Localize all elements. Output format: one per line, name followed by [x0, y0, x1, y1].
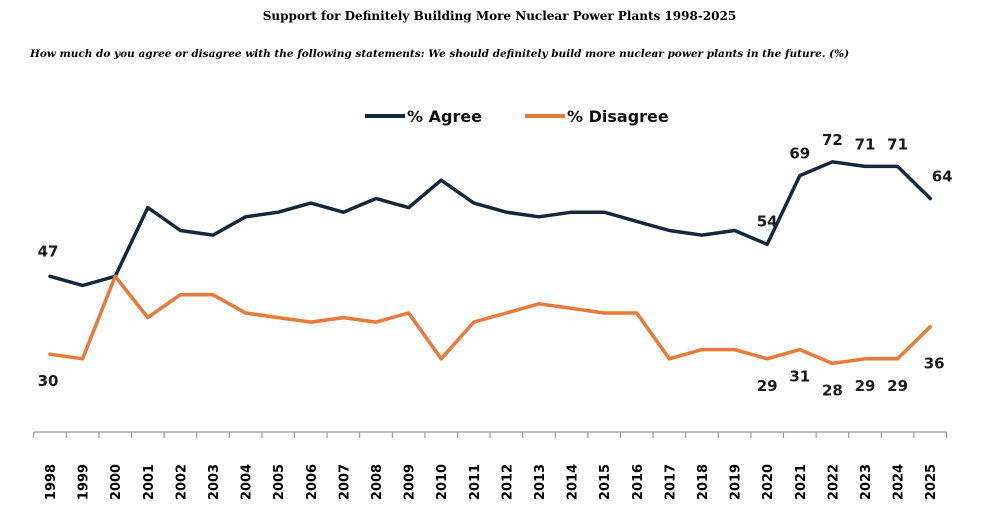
x-tick-label-2012: 2012 [500, 464, 515, 500]
x-tick-label-2018: 2018 [696, 464, 711, 500]
x-tick-label-2013: 2013 [533, 464, 548, 500]
x-tick-label-2020: 2020 [761, 464, 776, 500]
x-tick-label-2004: 2004 [240, 464, 255, 500]
label-disagree-1998: 30 [38, 372, 59, 390]
series-lines [48, 160, 932, 366]
legend-label-1: % Disagree [567, 107, 669, 126]
series-line-0 [48, 160, 932, 288]
x-tick-label-2025: 2025 [924, 464, 939, 500]
x-tick-label-1999: 1999 [77, 464, 92, 500]
x-tick-label-2022: 2022 [826, 464, 841, 500]
x-tick-label-2014: 2014 [566, 464, 581, 500]
series-line-1 [48, 274, 932, 366]
x-tick-label-2001: 2001 [142, 464, 157, 500]
label-disagree-2020: 29 [757, 377, 778, 395]
label-disagree-2023: 29 [855, 377, 876, 395]
x-tick-label-2017: 2017 [663, 464, 678, 500]
x-tick-label-2011: 2011 [468, 464, 483, 500]
x-tick-label-2002: 2002 [174, 464, 189, 500]
label-agree-2024: 71 [887, 135, 908, 153]
x-tick-label-2008: 2008 [370, 464, 385, 500]
label-disagree-2024: 29 [887, 377, 908, 395]
legend-label-0: % Agree [407, 107, 482, 126]
label-agree-2025: 64 [932, 167, 953, 185]
chart-subtitle: How much do you agree or disagree with t… [30, 48, 850, 60]
chart-title: Support for Definitely Building More Nuc… [262, 9, 737, 23]
label-agree-2022: 72 [822, 131, 843, 149]
label-agree-2020: 54 [757, 212, 778, 230]
x-axis: 1998 1999 2000 2001 2002 2003 2004 2005 2006 2007… [33, 431, 948, 500]
x-tick-label-1998: 1998 [44, 464, 59, 500]
label-agree-1998: 47 [38, 242, 59, 260]
x-tick-label-2010: 2010 [435, 464, 450, 500]
data-labels: 47 54 69 72 71 71 64 30 29 31 28 29 29 36 [38, 131, 953, 400]
x-tick-label-2021: 2021 [794, 464, 809, 500]
x-tick-label-2015: 2015 [598, 464, 613, 500]
label-agree-2023: 71 [855, 135, 876, 153]
legend: % Agree % Disagree [365, 107, 669, 126]
label-disagree-2022: 28 [822, 381, 843, 399]
x-tick-label-2006: 2006 [305, 464, 320, 500]
x-tick-label-2000: 2000 [109, 464, 124, 500]
x-tick-label-2023: 2023 [859, 464, 874, 500]
x-tick-label-2019: 2019 [729, 464, 744, 500]
x-tick-label-2009: 2009 [403, 464, 418, 500]
x-tick-label-2007: 2007 [337, 464, 352, 500]
x-tick-label-2005: 2005 [272, 464, 287, 500]
x-tick-label-2003: 2003 [207, 464, 222, 500]
x-tick-label-2016: 2016 [631, 464, 646, 500]
label-disagree-2025: 36 [924, 355, 945, 373]
label-disagree-2021: 31 [789, 368, 810, 386]
label-agree-2021: 69 [789, 145, 810, 163]
x-tick-label-2024: 2024 [892, 464, 907, 500]
